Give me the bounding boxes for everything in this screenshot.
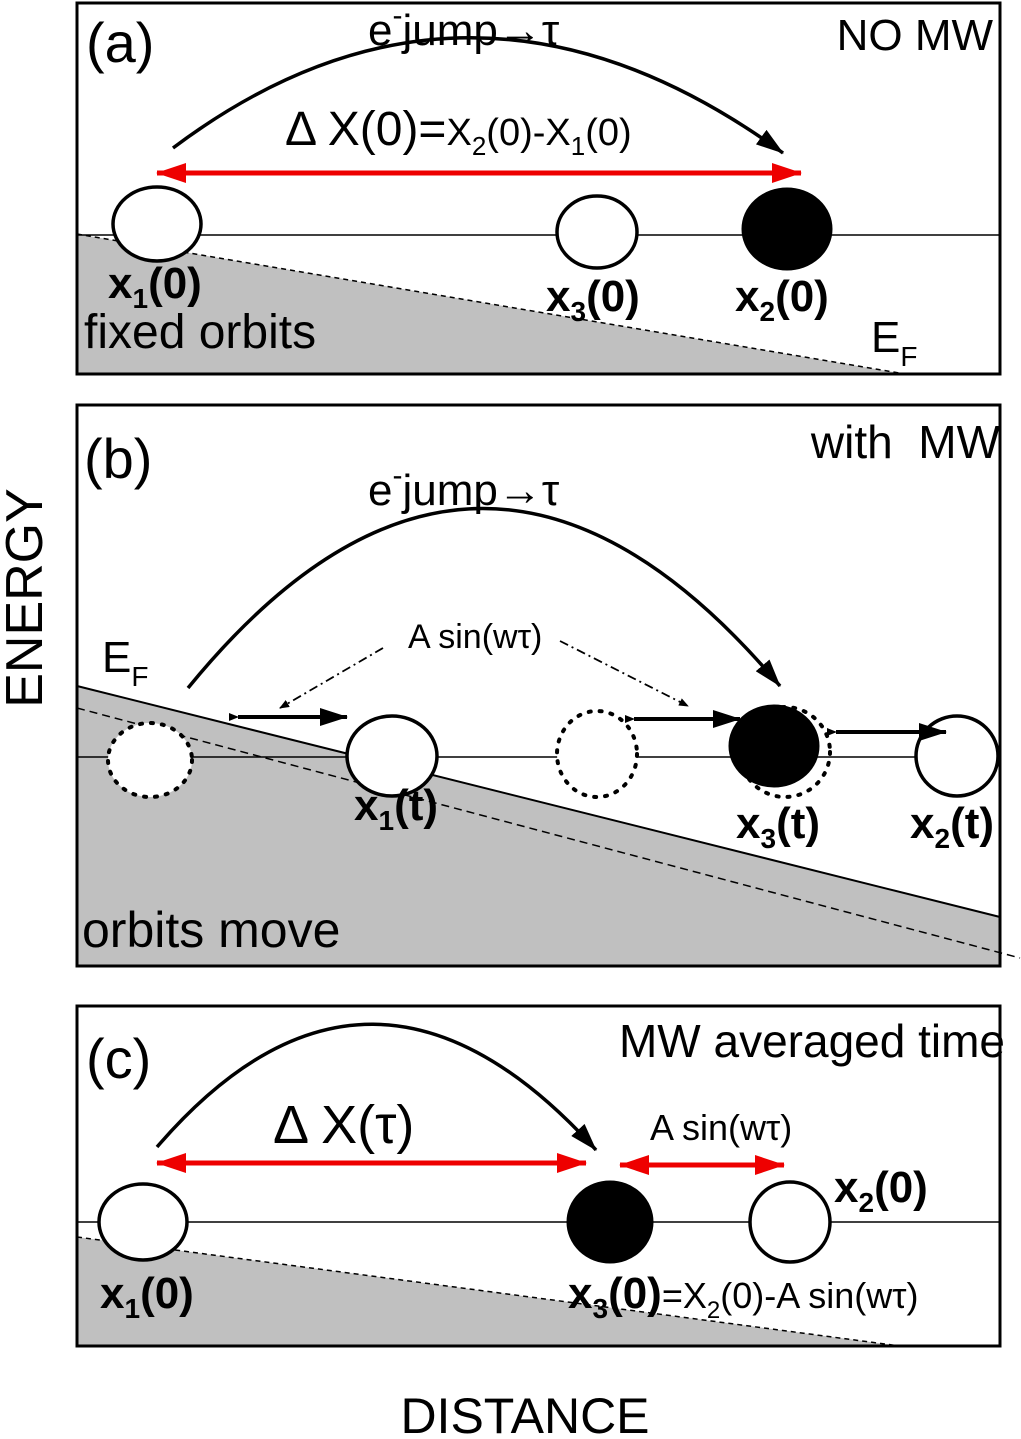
jump-label: e-jump→τ bbox=[368, 459, 560, 515]
y-axis-label: ENERGY bbox=[0, 488, 54, 708]
orbit-x3-occupied bbox=[566, 1180, 654, 1264]
orbit-x1-label: x1(t) bbox=[354, 781, 438, 836]
panel-letter: (a) bbox=[86, 11, 154, 74]
orbit-x2-occupied bbox=[741, 187, 833, 271]
orbit-x3-occupied bbox=[728, 704, 820, 788]
panel-b: (b) with MW e-jump→τ A sin(wτ) EF x1(t) … bbox=[75, 403, 1021, 968]
fermi-edge-line-shifted bbox=[76, 707, 1021, 959]
panel-caption: fixed orbits bbox=[84, 306, 316, 359]
amplitude-label: A sin(wτ) bbox=[408, 618, 542, 656]
jump-arc-arrow bbox=[155, 1022, 598, 1152]
panel-frame bbox=[75, 1, 1002, 376]
amplitude-pointer-right bbox=[559, 640, 689, 707]
orbit-x2-past bbox=[738, 705, 832, 799]
orbit-x2-label: x2(t) bbox=[910, 799, 994, 854]
orbit-x1 bbox=[97, 1182, 189, 1262]
x-axis-label: DISTANCE bbox=[400, 1388, 649, 1439]
panel-caption: orbits move bbox=[82, 902, 340, 958]
orbit-x1-label: x1(0) bbox=[108, 259, 202, 314]
panel-a: (a) NO MW e-jump→τ Δ X(0)=X2(0)-X1(0) x1… bbox=[75, 0, 1002, 376]
delta-x-label: Δ X(0)=X2(0)-X1(0) bbox=[285, 103, 632, 161]
orbit-x1-label: x1(0) bbox=[100, 1269, 194, 1324]
fermi-level-label: EF bbox=[102, 633, 148, 692]
fermi-level-label: EF bbox=[871, 313, 917, 372]
orbit-x1 bbox=[345, 714, 439, 798]
orbit-x2 bbox=[914, 714, 1000, 798]
panel-letter: (b) bbox=[84, 427, 152, 490]
delta-x-label: Δ X(τ) bbox=[273, 1095, 414, 1155]
orbit-x3-past bbox=[555, 709, 639, 799]
jump-arc-arrow bbox=[171, 36, 785, 155]
amplitude-pointer-left bbox=[279, 647, 384, 709]
fermi-sea-shading bbox=[77, 686, 1000, 966]
orbit-x2 bbox=[748, 1180, 832, 1264]
jump-label: e-jump→τ bbox=[368, 0, 560, 55]
condition-label: MW averaged time bbox=[619, 1015, 1005, 1067]
panel-letter: (c) bbox=[86, 1027, 151, 1090]
orbit-x3 bbox=[555, 194, 639, 270]
orbit-x3-label: x3(t) bbox=[736, 799, 820, 854]
panel-c: (c) MW averaged time Δ X(τ) A sin(wτ) x2… bbox=[75, 1004, 1005, 1348]
condition-label: NO MW bbox=[837, 11, 994, 60]
fermi-edge-line bbox=[76, 233, 906, 375]
fermi-edge-line bbox=[76, 1236, 901, 1347]
jump-arc-arrow bbox=[186, 506, 782, 690]
orbit-x1-past bbox=[106, 721, 194, 799]
panel-frame bbox=[75, 1004, 1002, 1348]
orbit-x3-label: x3(0) bbox=[546, 272, 640, 327]
orbit-x1 bbox=[111, 185, 203, 263]
amplitude-label: A sin(wτ) bbox=[650, 1107, 792, 1148]
condition-label: with MW bbox=[810, 416, 1001, 468]
orbit-x2-label: x2(0) bbox=[735, 272, 829, 327]
panel-frame bbox=[75, 403, 1002, 968]
orbit-x2-label: x2(0) bbox=[834, 1163, 928, 1218]
orbit-x3-label: x3(0)=X2(0)-A sin(wτ) bbox=[568, 1269, 918, 1324]
